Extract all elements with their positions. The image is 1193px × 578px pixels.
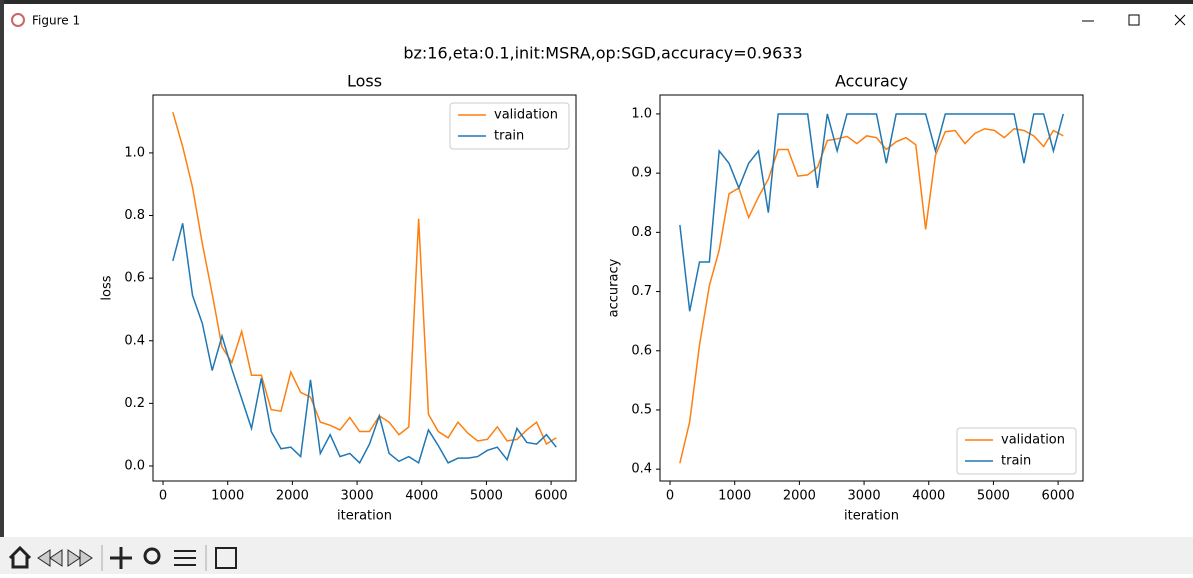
- x-tick-label: 2000: [783, 489, 816, 504]
- axes-frame: [659, 94, 1084, 482]
- x-axis-label: iteration: [337, 509, 392, 524]
- y-tick-label: 0.6: [631, 343, 652, 358]
- x-tick-label: 5000: [470, 489, 503, 504]
- toolbar: [0, 537, 1193, 574]
- maximize-button[interactable]: [1128, 14, 1140, 26]
- legend-label: validation: [494, 108, 558, 123]
- app-icon: [11, 13, 25, 27]
- x-tick-label: 6000: [1042, 489, 1075, 504]
- axes-title: Loss: [347, 72, 382, 91]
- x-tick-label: 3000: [341, 489, 374, 504]
- axes-frame: [152, 94, 577, 482]
- home-button[interactable]: [8, 545, 32, 569]
- series-line: [172, 223, 557, 465]
- back-button[interactable]: [37, 549, 63, 567]
- suptitle: bz:16,eta:0.1,init:MSRA,op:SGD,accuracy=…: [403, 44, 802, 63]
- legend-label: train: [1001, 454, 1031, 469]
- x-tick-label: 3000: [848, 489, 881, 504]
- x-tick-label: 0: [159, 489, 167, 504]
- series-line: [679, 113, 1064, 312]
- legend-label: validation: [1001, 433, 1065, 448]
- y-tick-label: 0.4: [631, 462, 652, 477]
- y-tick-label: 0.7: [631, 284, 652, 299]
- forward-button[interactable]: [67, 549, 93, 567]
- zoom-button[interactable]: [143, 547, 161, 565]
- top-strip: [0, 0, 1193, 4]
- series-line: [679, 127, 1064, 464]
- axes-title: Accuracy: [835, 72, 908, 91]
- y-tick-label: 0.2: [124, 396, 145, 411]
- y-axis-label: loss: [100, 275, 115, 300]
- x-axis-label: iteration: [844, 509, 899, 524]
- close-button[interactable]: [1174, 14, 1186, 26]
- legend-label: train: [494, 129, 524, 144]
- left-edge: [0, 0, 4, 574]
- x-tick-label: 2000: [276, 489, 309, 504]
- x-tick-label: 6000: [535, 489, 568, 504]
- x-tick-label: 4000: [912, 489, 945, 504]
- y-tick-label: 0.0: [124, 458, 145, 473]
- configure-button[interactable]: [174, 550, 196, 566]
- y-tick-label: 0.8: [631, 225, 652, 240]
- y-tick-label: 1.0: [631, 106, 652, 121]
- toolbar-buttons: [8, 545, 237, 571]
- y-tick-label: 0.5: [631, 402, 652, 417]
- series-line: [172, 112, 557, 446]
- y-tick-label: 0.6: [124, 271, 145, 286]
- y-tick-label: 1.0: [124, 145, 145, 160]
- x-tick-label: 4000: [405, 489, 438, 504]
- y-tick-label: 0.4: [124, 333, 145, 348]
- x-tick-label: 0: [666, 489, 674, 504]
- window-title: Figure 1: [32, 14, 80, 28]
- y-tick-label: 0.9: [631, 166, 652, 181]
- y-axis-label: accuracy: [607, 258, 622, 317]
- x-tick-label: 5000: [977, 489, 1010, 504]
- y-tick-label: 0.8: [124, 208, 145, 223]
- pan-button[interactable]: [110, 547, 132, 569]
- save-button[interactable]: [215, 547, 237, 569]
- x-tick-label: 1000: [211, 489, 244, 504]
- x-tick-label: 1000: [718, 489, 751, 504]
